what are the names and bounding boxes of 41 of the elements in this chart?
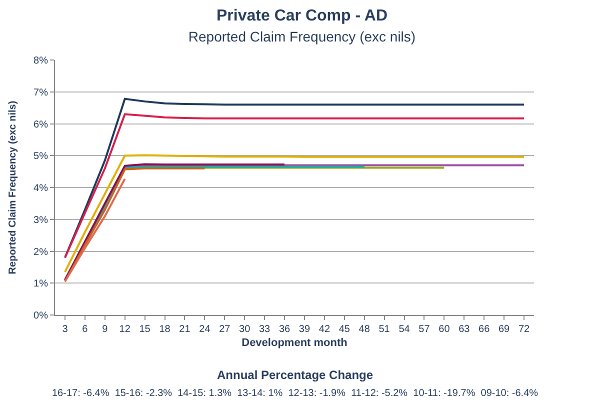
x-tick-label: 63 [458,324,470,335]
x-tick-label: 66 [478,324,490,335]
x-tick-label: 36 [278,324,291,335]
y-tick-label: 7% [34,87,48,98]
x-tick-label: 6 [82,324,88,335]
y-axis-title: Reported Claim Frequency (exc nils) [8,100,19,274]
x-tick-label: 54 [398,324,410,335]
x-tick-label: 30 [239,324,251,335]
x-tick-label: 57 [418,324,430,335]
text: 16-17: -6.4% 15-16: -2.3% 14-15: 1.3% 13-14: 1% 12-13: -1.9% 11-12: -5.2% 10-11: -19.7% 09-10: -6.4% [52,388,538,399]
x-tick-label: 12 [119,324,131,335]
x-tick-label: 45 [338,324,350,335]
text: Annual Percentage Change [217,368,374,382]
x-tick-label: 21 [179,324,191,335]
x-tick-label: 48 [358,324,370,335]
x-tick-label: 39 [298,324,310,335]
x-axis-title: Development month [242,337,348,350]
y-tick-label: 0% [34,310,48,322]
x-tick-label: 24 [199,324,211,335]
y-tick-label: 6% [34,119,48,130]
x-tick-label: 9 [102,324,108,335]
y-tick-label: 5% [34,151,48,162]
x-tick-label: 51 [378,324,390,335]
x-tick-label: 33 [258,324,271,335]
x-tick-label: 15 [139,324,151,335]
chart-title: Private Car Comp - AD [216,8,388,24]
x-tick-label: 27 [219,324,231,335]
x-tick-label: 72 [518,324,530,335]
x-tick-label: 42 [318,324,330,335]
y-tick-label: 3% [34,214,48,226]
y-tick-label: 4% [34,183,48,194]
line-series [64,178,126,283]
x-tick-label: 3 [62,324,68,335]
y-tick-label: 1% [34,278,48,290]
line-series [64,163,286,281]
y-tick-label: 2% [34,246,48,258]
x-tick-label: 18 [159,324,171,335]
x-tick-label: 69 [498,324,510,335]
x-tick-label: 60 [438,324,450,335]
chart-subtitle: Reported Claim Frequency (exc nils) [188,28,416,44]
y-tick-label: 8% [34,56,48,66]
